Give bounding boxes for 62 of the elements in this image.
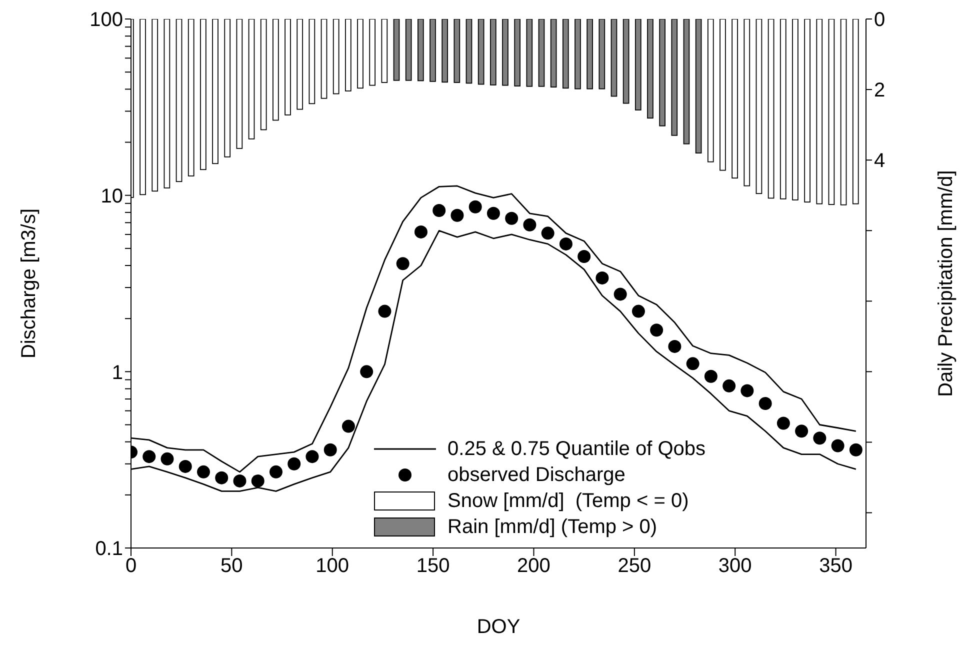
point	[523, 218, 536, 232]
y2-tick-label: 2	[874, 80, 886, 102]
point	[432, 204, 446, 218]
point	[831, 439, 844, 452]
point	[414, 225, 428, 238]
y-tick-label: 1	[112, 362, 123, 384]
point	[596, 271, 609, 284]
point	[251, 474, 264, 488]
point	[505, 212, 518, 225]
point	[776, 416, 790, 430]
legend-label: Rain [mm/d] (Temp > 0)	[448, 515, 658, 540]
point	[849, 443, 862, 456]
y2-tick-label: 4	[874, 150, 886, 172]
point	[740, 384, 754, 398]
x-tick-label: 50	[220, 555, 243, 578]
legend-label: Snow [mm/d] (Temp < = 0)	[448, 489, 689, 514]
point	[160, 452, 174, 466]
point	[632, 304, 645, 318]
point	[396, 257, 410, 270]
x-tick-label: 0	[125, 555, 137, 578]
point	[142, 450, 156, 464]
x-tick-label: 200	[517, 555, 550, 578]
point	[196, 465, 210, 478]
point	[215, 471, 228, 484]
x-tick-label: 300	[718, 555, 752, 578]
point	[342, 420, 355, 433]
point	[450, 208, 464, 222]
y2-tick-label: 0	[874, 9, 886, 32]
point	[306, 450, 319, 464]
point	[269, 465, 282, 478]
point	[288, 457, 301, 470]
point	[758, 396, 772, 410]
point	[541, 226, 554, 240]
point	[378, 304, 392, 318]
point	[559, 237, 572, 250]
point	[704, 370, 718, 383]
point	[178, 460, 192, 473]
x-tick-label: 150	[416, 555, 450, 578]
x-axis-title: DOY	[476, 616, 520, 638]
point	[486, 206, 500, 220]
point	[324, 443, 337, 456]
point	[668, 340, 682, 353]
x-tick-label: 250	[618, 555, 652, 578]
point	[614, 288, 627, 301]
point	[360, 365, 374, 378]
point	[813, 432, 826, 445]
point	[650, 324, 664, 337]
x-tick-label: 350	[819, 555, 852, 578]
y-tick-label: 0.1	[95, 538, 123, 560]
legend-label: observed Discharge	[448, 463, 626, 488]
point	[722, 379, 736, 392]
point	[468, 200, 482, 214]
point	[795, 424, 808, 438]
x-tick-label: 100	[316, 555, 350, 578]
point	[233, 474, 246, 488]
point	[686, 357, 700, 370]
y-tick-label: 10	[100, 185, 123, 208]
point	[578, 250, 591, 263]
y-tick-label: 100	[90, 9, 123, 32]
legend-label: 0.25 & 0.75 Quantile of Qobs	[448, 437, 706, 462]
y-axis-title: Discharge [m3/s]	[18, 208, 40, 359]
y2-axis-title: Daily Precipitation [mm/d]	[935, 170, 957, 397]
